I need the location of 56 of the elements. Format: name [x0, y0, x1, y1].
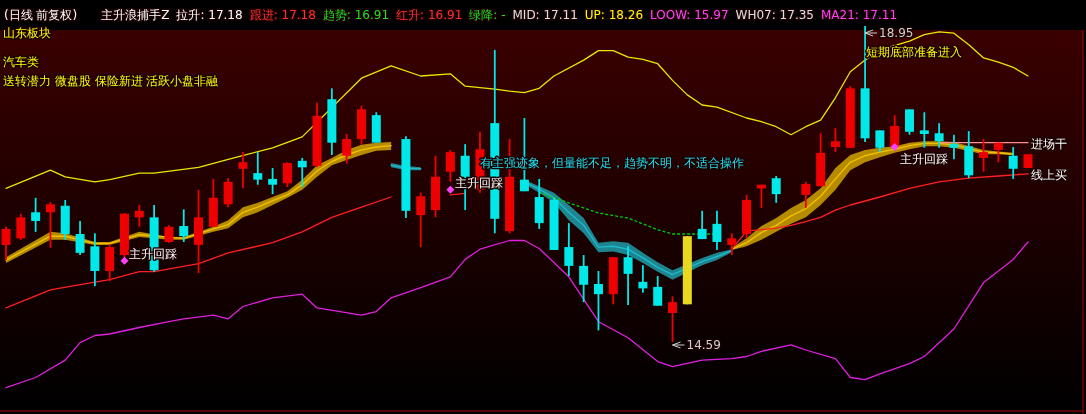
candlestick	[253, 151, 263, 186]
annotation: 主升浪捕手Z	[101, 8, 170, 22]
title: (日线 前复权)	[4, 8, 78, 22]
annotation: 红升: 16.91	[396, 8, 463, 22]
annotation: LOOW: 15.97	[650, 8, 729, 22]
candlestick	[905, 108, 915, 136]
candlestick	[830, 127, 840, 154]
candlestick	[653, 275, 663, 307]
annotation: 14.59	[686, 338, 721, 352]
candlestick	[16, 212, 26, 241]
annotation: 拉升: 17.18	[176, 8, 243, 22]
candlestick	[564, 222, 574, 277]
annotation: 送转潜力 微盘股 保险新进 活跃小盘非融	[3, 74, 219, 88]
annotation: MA21: 17.11	[820, 8, 897, 22]
candlestick	[416, 191, 426, 248]
candlestick	[579, 254, 589, 304]
candlestick	[979, 138, 989, 173]
candlestick	[727, 232, 737, 256]
candlestick	[934, 122, 944, 149]
candlestick	[45, 201, 55, 249]
annotation: 18.95	[879, 26, 914, 40]
annotation: 汽车类	[3, 55, 39, 69]
annotation: 绿降: -	[469, 8, 506, 22]
annotation: 山东板块	[3, 26, 51, 40]
candlestick	[949, 133, 959, 161]
candlestick	[919, 111, 929, 149]
candlestick	[593, 270, 603, 332]
annotation: WH07: 17.35	[735, 8, 814, 22]
candlestick	[238, 151, 248, 190]
candlestick	[801, 180, 811, 209]
candlestick	[712, 209, 722, 251]
candlestick	[623, 245, 633, 306]
candlestick	[75, 220, 85, 256]
annotation: 趋势: 16.91	[322, 8, 390, 22]
candlestick	[668, 295, 678, 343]
candlestick	[697, 209, 707, 240]
annotation: 跟进: 17.18	[249, 8, 316, 22]
candlestick	[223, 177, 233, 209]
candlestick	[297, 157, 307, 188]
candlestick	[875, 129, 885, 154]
candlestick	[31, 196, 41, 233]
candlestick	[1008, 146, 1018, 180]
candlestick	[134, 204, 144, 228]
candlestick	[1, 225, 11, 261]
candlestick	[342, 133, 352, 165]
annotation: MID: 17.11	[512, 8, 578, 22]
candlestick	[890, 114, 900, 149]
annotation: 短期底部准备进入	[866, 45, 962, 59]
candlestick	[179, 208, 189, 243]
candlestick	[445, 149, 455, 183]
candlestick	[105, 243, 115, 283]
annotation: UP: 18.26	[584, 8, 644, 22]
candlestick	[282, 161, 292, 188]
candlestick	[638, 264, 648, 294]
candlestick	[268, 167, 278, 196]
candlestick	[771, 175, 781, 204]
